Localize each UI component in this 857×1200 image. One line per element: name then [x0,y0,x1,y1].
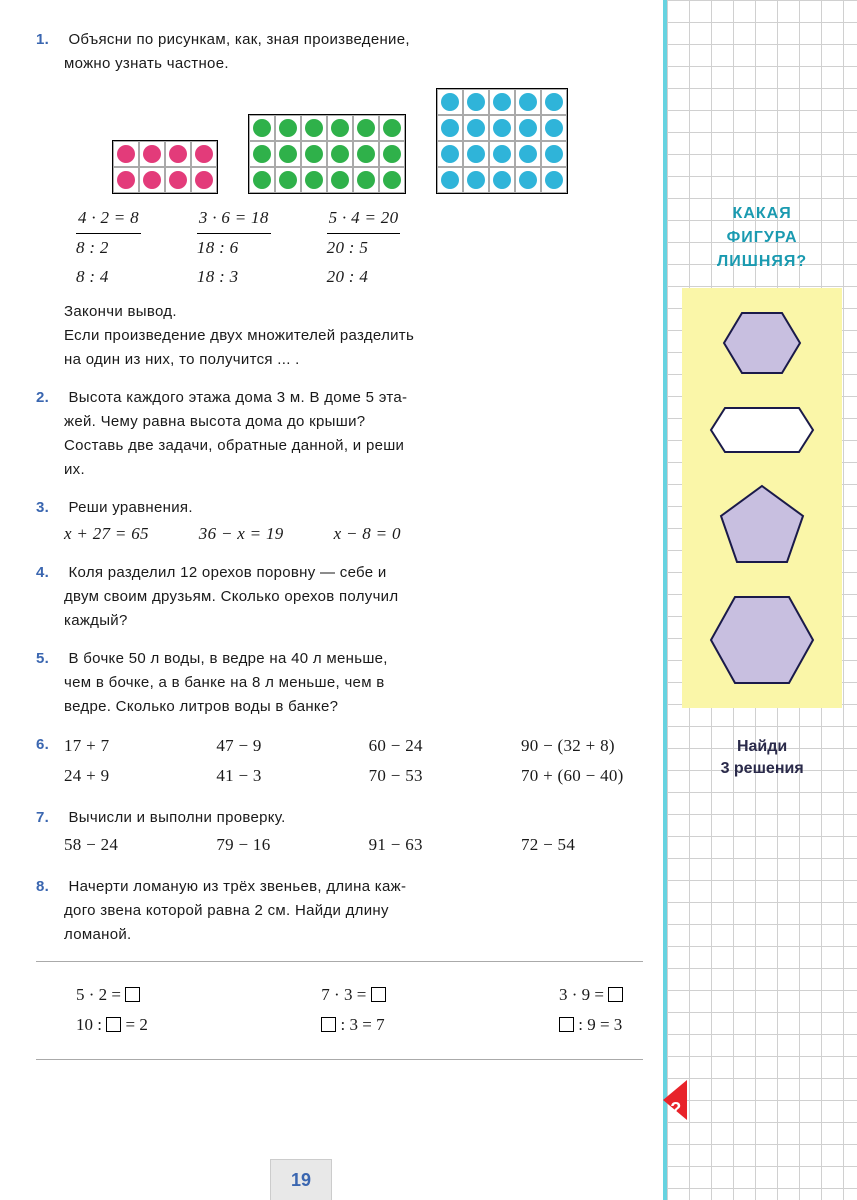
task1-conc3: на один из них, то получится ... . [36,348,643,372]
dot-grid-1 [112,140,218,194]
task7-e3: 72 − 54 [521,830,643,861]
task6-c4-1: 70 + (60 − 40) [521,761,643,792]
f-c1a: 5 · 2 = [76,985,125,1004]
eq2-top: 3 · 6 = 18 [197,204,271,234]
task-1-line1: Объясни по рисункам, как, зная произведе… [68,31,409,48]
task2-l3: Составь две задачи, обратные данной, и р… [36,434,643,458]
eq1-top: 4 · 2 = 8 [76,204,141,234]
f-c1c: = 2 [121,1015,148,1034]
eq-col-1: 4 · 2 = 8 8 : 2 8 : 4 [76,204,141,292]
task-6-num: 6. [36,733,56,757]
eq1-l2: 8 : 4 [76,267,109,286]
dot-grid-2 [248,114,406,194]
shapes-box [682,288,842,708]
blank-box [125,987,140,1002]
task-1-line2: можно узнать частное. [36,52,643,76]
blank-box [559,1017,574,1032]
f-c1b: 10 : [76,1015,106,1034]
f-c3b: : 9 = 3 [574,1015,622,1034]
pentagon [717,482,807,566]
divider [36,961,643,962]
task2-l2: жей. Чему равна высота дома до крыши? [36,410,643,434]
f-c3a: 3 · 9 = [559,985,608,1004]
hexagon-3-large [707,592,817,688]
task-6: 6. 17 + 7 24 + 9 47 − 9 41 − 3 60 − 24 7… [36,733,643,792]
task3-e1: x + 27 = 65 [64,520,149,547]
task4-l1: Коля разделил 12 орехов поровну — себе и [68,564,386,581]
eq-col-2: 3 · 6 = 18 18 : 6 18 : 3 [197,204,271,292]
sidebar: КАКАЯ ФИГУРА ЛИШНЯЯ? Найди 3 решения [663,0,857,1200]
task6-c2-1: 41 − 3 [216,761,338,792]
dot-grid-3 [436,88,568,194]
task5-l1: В бочке 50 л воды, в ведре на 40 л меньш… [68,650,387,667]
task8-l2: дого звена которой равна 2 см. Найди дли… [36,899,643,923]
task5-l2: чем в бочке, а в банке на 8 л меньше, че… [36,671,643,695]
task-1-num: 1. [36,28,56,52]
hexagon-1 [722,308,802,378]
task-4: 4. Коля разделил 12 орехов поровну — себ… [36,561,643,633]
divider-2 [36,1059,643,1060]
task-5-num: 5. [36,647,56,671]
task-8-num: 8. [36,875,56,899]
task-7: 7. Вычисли и выполни проверку. 58 − 24 7… [36,806,643,861]
task3-e3: x − 8 = 0 [334,520,401,547]
task8-l3: ломаной. [36,923,643,947]
task6-c2-0: 47 − 9 [216,731,338,762]
blank-box [106,1017,121,1032]
f-c2a: 7 · 3 = [321,985,370,1004]
question-mark-icon: ? [670,1099,681,1120]
task6-c3-1: 70 − 53 [369,761,491,792]
eq3-top: 5 · 4 = 20 [327,204,401,234]
task6-c3-0: 60 − 24 [369,731,491,762]
task-1: 1. Объясни по рисункам, как, зная произв… [36,28,643,372]
eq2-l2: 18 : 3 [197,267,238,286]
task1-conc2: Если произведение двух множителей раздел… [36,324,643,348]
sidebar-title-3: ЛИШНЯЯ? [667,250,857,274]
sidebar-title-2: ФИГУРА [667,226,857,250]
eq2-l1: 18 : 6 [197,238,238,257]
task-4-num: 4. [36,561,56,585]
task3-title: Реши уравнения. [68,499,192,516]
task7-e0: 58 − 24 [64,830,186,861]
task1-conc1: Закончи вывод. [36,300,643,324]
page-number: 19 [270,1159,332,1200]
task-2: 2. Высота каждого этажа дома 3 м. В доме… [36,386,643,482]
task2-l1: Высота каждого этажа дома 3 м. В доме 5 … [68,389,407,406]
hexagon-2-wide [707,404,817,456]
task-2-num: 2. [36,386,56,410]
task2-l4: их. [36,458,643,482]
task6-c1-0: 17 + 7 [64,731,186,762]
blank-box [321,1017,336,1032]
sidebar-title-1: КАКАЯ [667,202,857,226]
task-3: 3. Реши уравнения. x + 27 = 65 36 − x = … [36,496,643,547]
task5-l3: ведре. Сколько литров воды в банке? [36,695,643,719]
task-8: 8. Начерти ломаную из трёх звеньев, длин… [36,875,643,947]
eq3-l1: 20 : 5 [327,238,368,257]
eq-col-3: 5 · 4 = 20 20 : 5 20 : 4 [327,204,401,292]
task4-l2: двум своим друзьям. Сколько орехов получ… [36,585,643,609]
sidebar-footer-2: 3 решения [667,758,857,780]
task7-title: Вычисли и выполни проверку. [68,809,285,826]
sidebar-footer-1: Найди [667,736,857,758]
blank-box [608,987,623,1002]
task6-c4-0: 90 − (32 + 8) [521,731,643,762]
task3-e2: 36 − x = 19 [199,520,284,547]
task-3-num: 3. [36,496,56,520]
task4-l3: каждый? [36,609,643,633]
blank-box [371,987,386,1002]
task6-c1-1: 24 + 9 [64,761,186,792]
task8-l1: Начерти ломаную из трёх звеньев, длина к… [68,878,406,895]
task7-e2: 91 − 63 [369,830,491,861]
footer-equations: 5 · 2 = 10 : = 2 7 · 3 = : 3 = 7 3 · 9 =… [36,970,643,1051]
task-5: 5. В бочке 50 л воды, в ведре на 40 л ме… [36,647,643,719]
eq3-l2: 20 : 4 [327,267,368,286]
task7-e1: 79 − 16 [216,830,338,861]
task-7-num: 7. [36,806,56,830]
eq1-l1: 8 : 2 [76,238,109,257]
f-c2b: : 3 = 7 [336,1015,384,1034]
